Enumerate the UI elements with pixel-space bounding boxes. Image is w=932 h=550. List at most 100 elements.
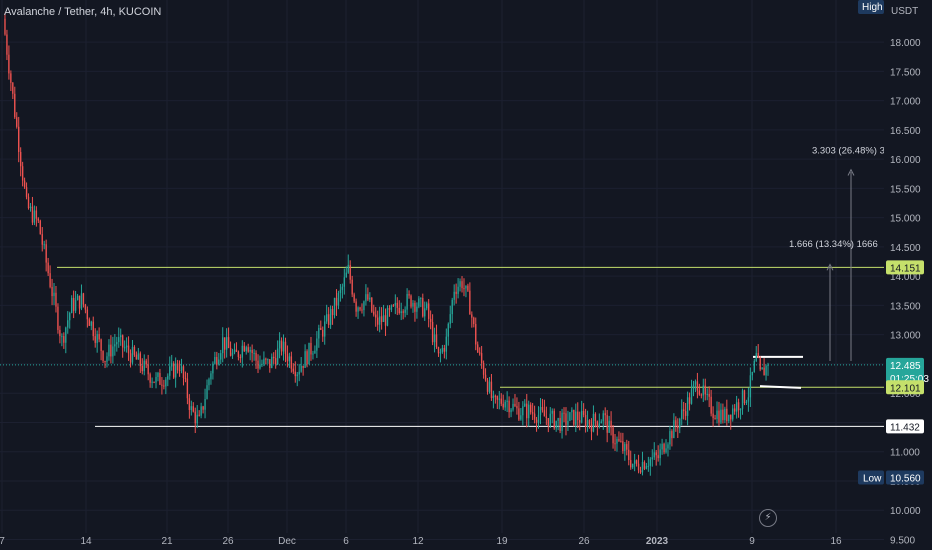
candle-body — [480, 353, 483, 364]
low-price-tag-bg — [886, 470, 924, 485]
candle-body — [649, 459, 652, 466]
time-tick-label: 7 — [0, 536, 5, 547]
candle-body — [208, 379, 210, 386]
candle-body — [57, 306, 59, 330]
candle-body — [392, 305, 395, 307]
price-axis[interactable]: 18.000 17.500 17.000 16.500 16.000 15.500 15.0… — [858, 0, 932, 550]
candle-body — [196, 414, 198, 424]
candle-body — [243, 345, 245, 352]
candle-body — [231, 352, 234, 356]
candle-body — [114, 344, 116, 347]
candle-body — [18, 126, 20, 152]
candle-body — [6, 34, 8, 55]
candle-body — [626, 444, 628, 450]
candle-body — [206, 385, 208, 399]
candle-body — [345, 272, 347, 278]
candle-body — [367, 294, 369, 300]
candle-body — [16, 117, 18, 127]
candle-body — [673, 420, 675, 439]
candle-body — [445, 336, 448, 352]
candle-body — [94, 336, 96, 343]
candle-body — [145, 360, 147, 365]
candle-body — [584, 414, 587, 427]
time-tick-label: 26 — [222, 536, 234, 547]
time-axis[interactable]: 7 14 21 26 Dec 6 12 19 26 2023 9 16 — [0, 536, 842, 547]
price-tick-label: 16.000 — [890, 155, 921, 166]
candle-body — [402, 311, 404, 313]
candle-body — [188, 398, 191, 410]
candle-body — [533, 413, 536, 420]
candle-body — [424, 308, 426, 317]
candle-body — [280, 340, 283, 352]
candle-body — [361, 309, 363, 311]
candle-body — [463, 288, 465, 290]
candle-body — [675, 420, 677, 426]
candle-body — [192, 406, 194, 412]
time-tick-label: 12 — [412, 536, 424, 547]
candle-body — [84, 304, 87, 310]
candle-body — [322, 329, 324, 337]
candle-body — [59, 329, 61, 337]
candle-body — [198, 414, 200, 416]
candle-body — [4, 18, 6, 35]
candle-body — [237, 351, 240, 358]
candle-body — [227, 337, 230, 348]
candle-body — [639, 470, 642, 473]
candle-body — [396, 302, 398, 308]
support-mid-price-tag: 12.101 — [890, 383, 921, 394]
candle-body — [276, 348, 279, 365]
candle-body — [274, 358, 277, 365]
candle-body — [604, 413, 606, 416]
candle-body — [386, 308, 389, 326]
candle-body — [641, 461, 644, 473]
lightning-icon[interactable]: ⚡ — [759, 509, 777, 527]
candle-body — [25, 187, 28, 197]
candle-body — [580, 410, 583, 423]
candle-body — [61, 336, 63, 338]
time-tick-label: 26 — [578, 536, 590, 547]
candle-body — [96, 334, 98, 343]
candle-body — [496, 396, 499, 400]
candle-body — [306, 351, 308, 365]
candle-body — [153, 381, 155, 383]
candle-body — [35, 210, 38, 219]
candle-body — [331, 309, 334, 316]
candle-body — [167, 375, 169, 380]
candle-body — [229, 347, 232, 356]
candle-body — [535, 419, 538, 423]
measure-tools[interactable]: 1.666 (13.34%) 1666 3.303 (26.48%) 330 — [789, 145, 895, 362]
candle-body — [755, 353, 757, 361]
horizontal-levels[interactable] — [0, 266, 884, 427]
candle-body — [745, 401, 748, 403]
candle-body — [749, 375, 752, 398]
candle-body — [426, 303, 428, 309]
candle-body — [635, 460, 638, 464]
candle-body — [582, 410, 585, 415]
candle-body — [398, 307, 400, 314]
candle-body — [510, 409, 512, 413]
candle-body — [129, 353, 132, 363]
price-tick-label: 18.000 — [890, 38, 921, 49]
candle-body — [45, 244, 47, 263]
candle-body — [537, 414, 540, 423]
candle-body — [518, 408, 520, 420]
candle-body — [147, 364, 149, 375]
candle-body — [539, 406, 542, 415]
candle-body — [204, 398, 206, 410]
candle-body — [765, 366, 767, 376]
candle-body — [653, 452, 655, 458]
candle-body — [155, 376, 157, 383]
candle-body — [726, 408, 728, 422]
candle-body — [620, 440, 622, 442]
candle-body — [233, 349, 236, 353]
price-tick-label: 13.500 — [890, 301, 921, 312]
candle-body — [23, 180, 26, 188]
time-tick-label: 9 — [749, 536, 755, 547]
price-tick-label: 11.000 — [890, 448, 920, 459]
candle-body — [461, 281, 463, 289]
time-tick-label: 6 — [343, 536, 349, 547]
candle-body — [669, 431, 671, 445]
candle-body — [545, 416, 548, 419]
